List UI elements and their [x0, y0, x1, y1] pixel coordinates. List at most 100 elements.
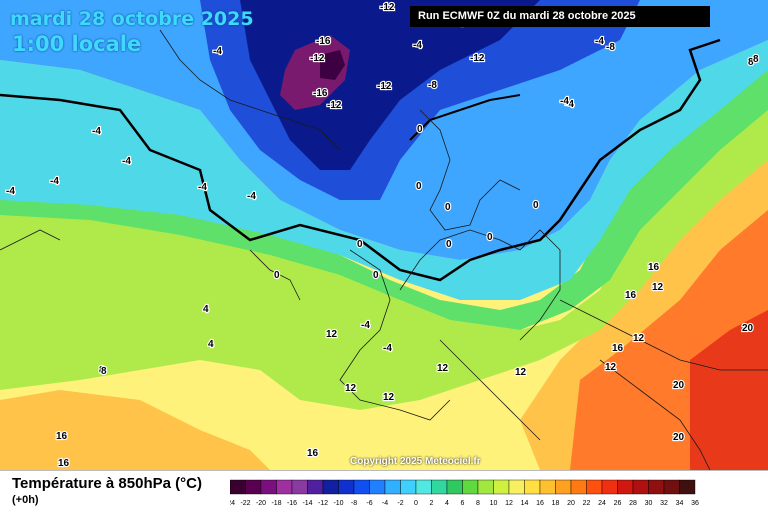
- isotherm-label: -4: [361, 320, 370, 331]
- isotherm-label: 0: [373, 270, 379, 281]
- isotherm-label: 0: [487, 232, 493, 243]
- isotherm-label: 0: [446, 239, 452, 250]
- legend-tick: 28: [629, 500, 637, 507]
- isotherm-label: 4: [208, 339, 214, 350]
- legend-swatch: [663, 479, 680, 495]
- legend-swatch: [462, 479, 479, 495]
- legend-swatch: [477, 479, 494, 495]
- legend-swatch: [260, 479, 277, 495]
- isotherm-label: 8: [753, 54, 759, 65]
- zone-16: [520, 150, 768, 470]
- legend-tick: 16: [536, 500, 544, 507]
- temperature-map: -12-16-12-16-12-12 -8-12-8-4-4-4-4-4-4-4-…: [0, 0, 768, 470]
- isotherm-label: -16: [316, 36, 331, 47]
- legend-tick: 36: [691, 500, 699, 507]
- isotherm-label: 20: [673, 380, 685, 391]
- isotherm-label: -4: [560, 96, 569, 107]
- legend-swatch: [446, 479, 463, 495]
- zone-16-sw: [0, 390, 270, 470]
- isotherm-label: -4: [198, 182, 207, 193]
- isotherm-label: 0: [445, 202, 451, 213]
- legend-swatch: [679, 479, 696, 495]
- isotherm-label: 12: [605, 362, 617, 373]
- legend-swatch: [617, 479, 634, 495]
- legend-tick: 2: [430, 500, 434, 507]
- legend-swatch: [508, 479, 525, 495]
- isotherm-label: -12: [470, 53, 485, 64]
- legend-tick: 18: [552, 500, 560, 507]
- legend-swatch: [555, 479, 572, 495]
- isotherm-label: 0: [416, 181, 422, 192]
- isotherm-label: 16: [58, 458, 70, 469]
- isotherm-label: 0: [357, 239, 363, 250]
- legend-tick: -12: [318, 500, 328, 507]
- isotherm-label: 0: [533, 200, 539, 211]
- legend-swatch: [276, 479, 293, 495]
- legend-swatch: [601, 479, 618, 495]
- isotherm-label: -4: [383, 343, 392, 354]
- isotherm-label: -12: [377, 81, 392, 92]
- legend-tick: 0: [414, 500, 418, 507]
- zone-m20: [320, 50, 345, 80]
- legend-swatch: [493, 479, 510, 495]
- legend-tick: -24: [230, 500, 235, 507]
- legend-tick: -4: [382, 500, 388, 507]
- zero-contour-2: [409, 94, 521, 141]
- footer-subtitle: (+0h): [12, 494, 39, 506]
- legend-swatch: [353, 479, 370, 495]
- legend-tick: 14: [521, 500, 529, 507]
- isotherm-label: 16: [307, 448, 319, 459]
- isotherm-label: -8: [428, 80, 437, 91]
- legend-swatch: [307, 479, 324, 495]
- isotherm-label: 8: [99, 365, 105, 376]
- legend-swatch: [384, 479, 401, 495]
- legend-tick: 34: [676, 500, 684, 507]
- isotherm-label: -4: [247, 191, 256, 202]
- legend-tick: 4: [445, 500, 449, 507]
- legend-tick: 22: [583, 500, 591, 507]
- isotherm-label: -4: [413, 40, 422, 51]
- isotherm-label: 0: [417, 124, 423, 135]
- legend-swatch: [230, 479, 246, 495]
- legend-swatch: [648, 479, 665, 495]
- legend-tick: -8: [351, 500, 357, 507]
- legend-swatch: [400, 479, 417, 495]
- legend-swatch: [539, 479, 556, 495]
- isotherm-label: -16: [313, 88, 328, 99]
- legend-swatch: [245, 479, 262, 495]
- isotherm-label: -4: [595, 36, 604, 47]
- legend-tick: -18: [271, 500, 281, 507]
- legend-swatch: [291, 479, 308, 495]
- coastlines: [0, 29, 768, 470]
- forecast-date: mardi 28 octobre 2025: [10, 8, 254, 30]
- legend-swatch: [322, 479, 339, 495]
- isotherm-label: -12: [380, 2, 395, 13]
- isotherm-label: 20: [673, 432, 685, 443]
- legend-swatch: [632, 479, 649, 495]
- isotherm-label: 12: [437, 363, 449, 374]
- legend-tick: 24: [598, 500, 606, 507]
- legend-swatch: [586, 479, 603, 495]
- isotherm-label: -4: [92, 126, 101, 137]
- isotherm-label: 8: [101, 366, 107, 377]
- isotherm-label: 16: [56, 431, 68, 442]
- legend-tick: -2: [397, 500, 403, 507]
- legend-tick: 26: [614, 500, 622, 507]
- zone-0: [0, 40, 768, 300]
- legend-tick: 8: [476, 500, 480, 507]
- zero-contour: [0, 38, 721, 282]
- isotherm-label: 12: [515, 367, 527, 378]
- zone-8: [0, 100, 768, 410]
- legend-swatch: [338, 479, 355, 495]
- legend-tick: -14: [302, 500, 312, 507]
- legend-tick: 12: [505, 500, 513, 507]
- isotherm-label: 12: [633, 333, 645, 344]
- zone-24: [690, 310, 768, 470]
- legend-tick: -10: [333, 500, 343, 507]
- isotherm-label: -4: [6, 186, 15, 197]
- isotherm-label: 12: [383, 392, 395, 403]
- legend-tick: 10: [490, 500, 498, 507]
- run-info: Run ECMWF 0Z du mardi 28 octobre 2025: [410, 6, 710, 27]
- isotherm-label: -4: [213, 46, 222, 57]
- isotherm-label: -4: [50, 176, 59, 187]
